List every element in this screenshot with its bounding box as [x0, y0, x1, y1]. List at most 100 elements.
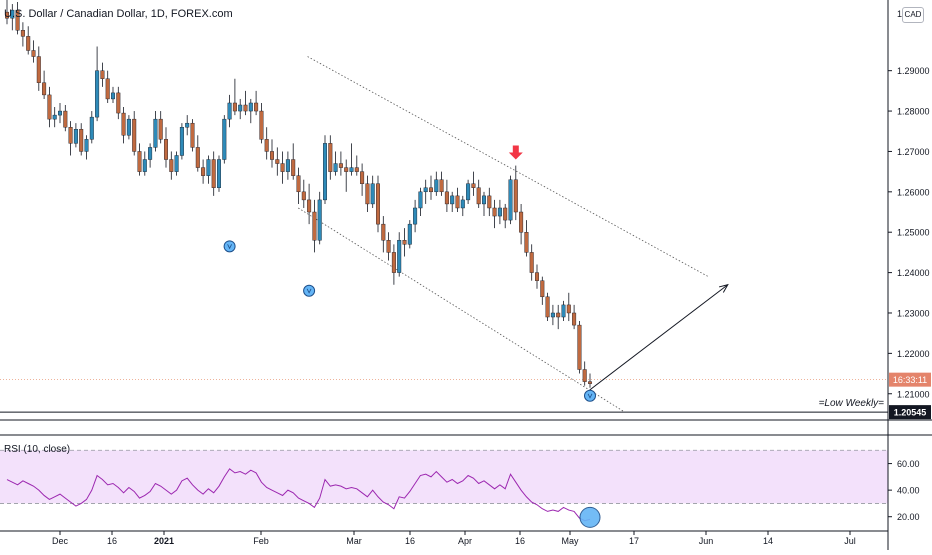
- touch-marker-tick: [306, 288, 312, 294]
- candle: [4, 0, 9, 25]
- touch-marker: [223, 240, 236, 253]
- candle-body: [439, 179, 444, 193]
- candle: [444, 179, 449, 213]
- candle: [386, 232, 391, 261]
- candle: [354, 155, 359, 176]
- price-tag-bg: [889, 372, 931, 387]
- candle-body: [376, 183, 381, 225]
- time-tick-label: Mar: [346, 536, 362, 546]
- candle-body: [333, 163, 338, 172]
- time-tick-label: May: [561, 536, 579, 546]
- candle-body: [222, 118, 227, 160]
- candle-body: [572, 312, 577, 326]
- candle-body: [63, 110, 68, 128]
- candle: [110, 86, 115, 103]
- candle-body: [524, 232, 529, 253]
- candle-body: [338, 163, 343, 168]
- rsi-oversold-marker: [579, 506, 601, 528]
- candle-body: [20, 30, 25, 37]
- chart-title: U.S. Dollar / Canadian Dollar, 1D, FOREX…: [4, 8, 233, 20]
- currency-button[interactable]: CAD: [902, 7, 924, 23]
- candle-body: [259, 110, 264, 140]
- candle-body: [482, 195, 487, 205]
- candle-body: [529, 252, 534, 273]
- candle: [100, 62, 105, 87]
- candle-body: [84, 139, 89, 152]
- candle: [31, 40, 36, 63]
- candle: [561, 300, 566, 322]
- rsi-tick-label: 40.00: [897, 486, 920, 496]
- rsi-panel: [0, 449, 888, 528]
- candle-body: [195, 147, 200, 168]
- candle: [423, 179, 428, 204]
- candle: [73, 123, 78, 148]
- candle-body: [360, 171, 365, 184]
- candle-body: [163, 139, 168, 160]
- candle-body: [227, 102, 232, 120]
- candle-body: [312, 211, 317, 241]
- candle-body: [105, 78, 110, 100]
- candle: [376, 175, 381, 233]
- low-weekly-label: =Low Weekly=: [819, 398, 885, 409]
- projection-arrow-head: [718, 283, 729, 293]
- candle-body: [132, 118, 137, 152]
- candle: [79, 123, 84, 156]
- candle: [132, 111, 137, 156]
- candle-body: [354, 167, 359, 172]
- candle-body: [540, 280, 545, 298]
- candle: [344, 159, 349, 192]
- candle: [10, 4, 15, 31]
- candle: [142, 151, 147, 176]
- candle-body: [153, 118, 158, 148]
- candle-body: [238, 104, 243, 112]
- candle-body: [36, 56, 41, 83]
- candle-body: [307, 199, 312, 213]
- candle-body: [270, 151, 275, 160]
- candle-body: [116, 92, 121, 114]
- price-tick-label: 1.26000: [897, 187, 930, 197]
- candle: [84, 135, 89, 160]
- candle-body: [556, 312, 561, 318]
- candle: [572, 304, 577, 330]
- candle-body: [391, 252, 396, 273]
- time-tick-label: 2021: [154, 536, 174, 546]
- candle-body: [89, 116, 94, 140]
- candle: [42, 70, 47, 99]
- candle-body: [466, 183, 471, 201]
- candle: [195, 135, 200, 172]
- candle-body: [31, 50, 36, 57]
- candle-body: [158, 118, 163, 140]
- candle: [95, 46, 100, 122]
- time-tick-label: Jul: [844, 536, 856, 546]
- candle: [365, 175, 370, 213]
- candle-body: [275, 159, 280, 164]
- projection-arrow-line: [589, 284, 729, 391]
- candle-body: [52, 114, 57, 120]
- time-tick-label: 16: [515, 536, 525, 546]
- time-tick-label: 14: [763, 536, 773, 546]
- candle-body: [79, 129, 84, 152]
- candle: [179, 123, 184, 160]
- candle: [471, 171, 476, 196]
- candle-body: [100, 70, 105, 79]
- candle: [254, 90, 259, 116]
- candle: [312, 199, 317, 253]
- candle: [455, 187, 460, 213]
- candle-body: [519, 211, 524, 233]
- candle: [174, 151, 179, 176]
- candle-body: [174, 155, 179, 172]
- candle-body: [10, 9, 15, 19]
- candle: [529, 244, 534, 281]
- candle-body: [535, 272, 540, 281]
- candle: [381, 216, 386, 253]
- candle-body: [429, 187, 434, 193]
- candle: [550, 304, 555, 326]
- price-tick-label: 1.24000: [897, 268, 930, 278]
- candle: [201, 159, 206, 184]
- candle: [588, 373, 593, 388]
- rsi-tick-label: 20.00: [897, 512, 920, 522]
- candle-body: [455, 195, 460, 209]
- candle: [450, 191, 455, 213]
